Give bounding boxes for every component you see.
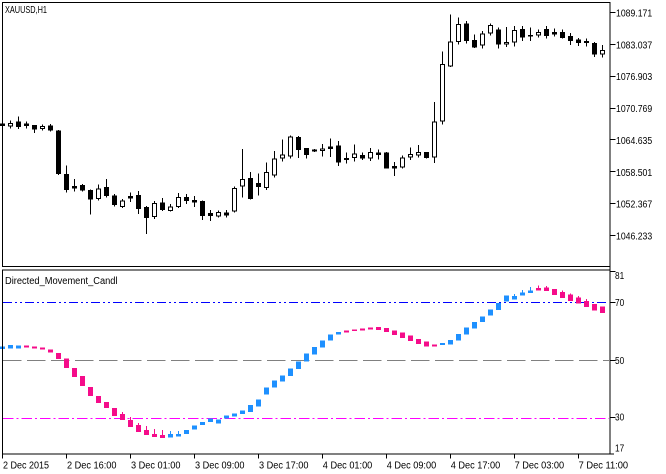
svg-text:81: 81 xyxy=(615,271,625,282)
svg-text:1052.367: 1052.367 xyxy=(616,200,653,211)
svg-text:30: 30 xyxy=(615,413,625,424)
svg-text:XAUUSD,H1: XAUUSD,H1 xyxy=(5,5,47,16)
svg-text:70: 70 xyxy=(615,298,625,309)
svg-text:1046.233: 1046.233 xyxy=(616,232,653,243)
svg-text:17: 17 xyxy=(615,444,625,455)
svg-text:4 Dec 01:00: 4 Dec 01:00 xyxy=(323,461,373,472)
svg-text:50: 50 xyxy=(615,356,625,367)
svg-text:7 Dec 11:00: 7 Dec 11:00 xyxy=(579,461,629,472)
svg-text:1089.171: 1089.171 xyxy=(616,8,653,19)
svg-text:2 Dec 2015: 2 Dec 2015 xyxy=(3,461,49,472)
svg-text:1076.903: 1076.903 xyxy=(616,72,653,83)
svg-text:4 Dec 17:00: 4 Dec 17:00 xyxy=(451,461,501,472)
svg-text:2 Dec 16:00: 2 Dec 16:00 xyxy=(67,461,117,472)
svg-text:Directed_Movement_Candl: Directed_Movement_Candl xyxy=(5,276,118,287)
svg-text:1070.769: 1070.769 xyxy=(616,104,653,115)
svg-text:3 Dec 17:00: 3 Dec 17:00 xyxy=(259,461,309,472)
svg-text:3 Dec 01:00: 3 Dec 01:00 xyxy=(131,461,181,472)
svg-text:1058.501: 1058.501 xyxy=(616,168,653,179)
svg-text:4 Dec 09:00: 4 Dec 09:00 xyxy=(387,461,437,472)
svg-text:1083.037: 1083.037 xyxy=(616,40,653,51)
svg-text:7 Dec 03:00: 7 Dec 03:00 xyxy=(515,461,565,472)
svg-text:1064.635: 1064.635 xyxy=(616,136,653,147)
svg-text:3 Dec 09:00: 3 Dec 09:00 xyxy=(195,461,245,472)
